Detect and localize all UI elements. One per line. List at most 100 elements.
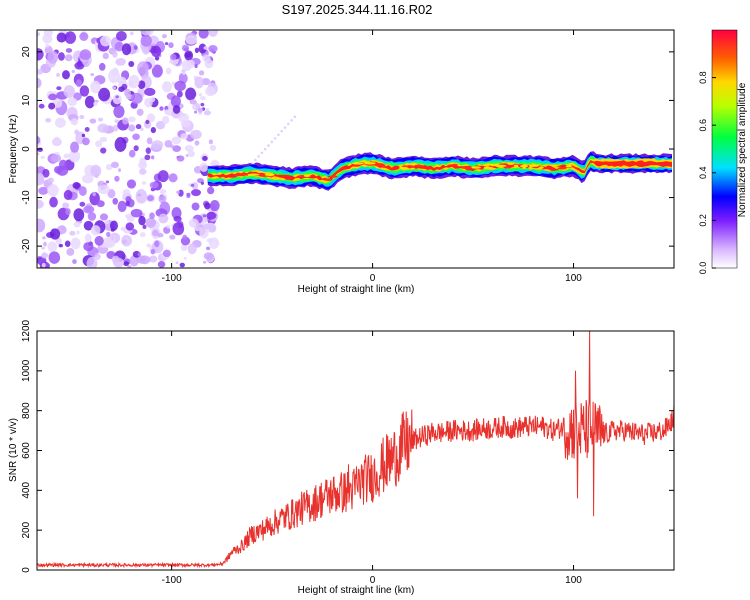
noise-blob [158, 195, 167, 204]
noise-blob [209, 144, 217, 151]
noise-blob [206, 238, 213, 243]
noise-blob [114, 119, 120, 123]
noise-blob [86, 256, 98, 268]
noise-blob [130, 208, 143, 218]
noise-blob [149, 255, 158, 263]
noise-blob [139, 168, 147, 175]
noise-blob [37, 218, 46, 233]
noise-blob [204, 202, 211, 210]
noise-blob [115, 95, 119, 99]
noise-blob [184, 144, 194, 152]
noise-blob [37, 199, 44, 209]
noise-blob [81, 174, 94, 184]
noise-blob [185, 87, 197, 101]
noise-blob [172, 222, 185, 236]
noise-blob [125, 222, 135, 231]
noise-blob [206, 246, 211, 251]
noise-blob [47, 184, 59, 197]
noise-blob [165, 67, 172, 75]
noise-blob [198, 93, 203, 97]
noise-blob [49, 196, 58, 208]
noise-blob [79, 85, 90, 97]
ridge-hotspot [557, 167, 567, 170]
noise-blob [147, 195, 154, 202]
colorbar-tick-label: 0.4 [698, 167, 708, 180]
noise-blob [79, 49, 92, 60]
noise-blob [79, 32, 89, 41]
noise-blob [181, 44, 190, 52]
noise-blob [72, 182, 81, 189]
noise-blob [52, 136, 61, 146]
y-tick-label: 1200 [21, 319, 32, 342]
noise-blob [203, 252, 214, 260]
noise-blob [180, 243, 188, 252]
noise-blob [170, 53, 177, 61]
noise-blob [49, 228, 61, 240]
noise-blob [107, 188, 116, 199]
noise-blob [145, 217, 157, 228]
noise-blob [37, 136, 41, 145]
noise-blob [40, 155, 45, 159]
noise-blob [111, 255, 120, 264]
noise-blob [125, 200, 130, 207]
noise-blob [114, 175, 120, 182]
noise-blob [114, 41, 124, 52]
noise-blob [102, 52, 109, 60]
noise-blob [203, 46, 209, 50]
ridge-hotspot [303, 174, 311, 177]
noise-blob [48, 93, 58, 101]
noise-blob [176, 90, 183, 98]
noise-blob [205, 86, 216, 97]
noise-blob [137, 80, 146, 89]
noise-streak-dot [267, 144, 270, 147]
noise-blob [100, 35, 112, 47]
noise-blob [137, 252, 141, 257]
noise-blob [157, 170, 169, 183]
noise-blob [183, 256, 187, 260]
noise-blob [146, 243, 152, 248]
noise-blob [115, 58, 126, 66]
noise-blob [191, 189, 201, 197]
y-tick-label: 600 [21, 442, 32, 459]
noise-blob [184, 50, 194, 61]
noise-streak-dot [260, 151, 264, 155]
colorbar-tick-label: 0.8 [698, 71, 708, 84]
noise-blob [194, 64, 198, 69]
noise-blob [180, 133, 188, 140]
noise-blob [74, 129, 80, 135]
noise-blob [206, 211, 217, 220]
noise-blob [66, 247, 75, 256]
noise-blob [68, 149, 81, 163]
noise-blob [178, 113, 190, 123]
colorbar-ticks: 0.0 0.2 0.4 0.6 0.8 [698, 71, 716, 274]
ridge-hotspot [452, 163, 459, 167]
spectrogram-noise [37, 30, 297, 268]
noise-blob [128, 61, 135, 67]
noise-blob [94, 253, 101, 260]
noise-blob [146, 113, 156, 123]
noise-blob [113, 105, 125, 119]
noise-blob [97, 123, 109, 133]
ridge-hotspot [513, 164, 519, 168]
noise-blob [145, 119, 150, 125]
noise-streak-dot [263, 147, 267, 151]
noise-blob [195, 222, 203, 229]
ridge-hotspot [539, 166, 544, 169]
noise-blob [182, 234, 188, 240]
noise-blob [158, 213, 169, 224]
colorbar-gradient [711, 29, 738, 269]
y-tick-label: -10 [21, 190, 32, 205]
noise-blob [69, 230, 76, 236]
noise-blob [190, 129, 202, 140]
y-tick-label: -20 [21, 238, 32, 253]
noise-blob [67, 97, 78, 107]
noise-blob [110, 228, 115, 232]
y-tick-label: 0 [21, 567, 32, 573]
noise-blob [170, 95, 181, 108]
noise-blob [190, 183, 195, 187]
noise-blob [38, 103, 45, 109]
noise-blob [112, 94, 122, 105]
